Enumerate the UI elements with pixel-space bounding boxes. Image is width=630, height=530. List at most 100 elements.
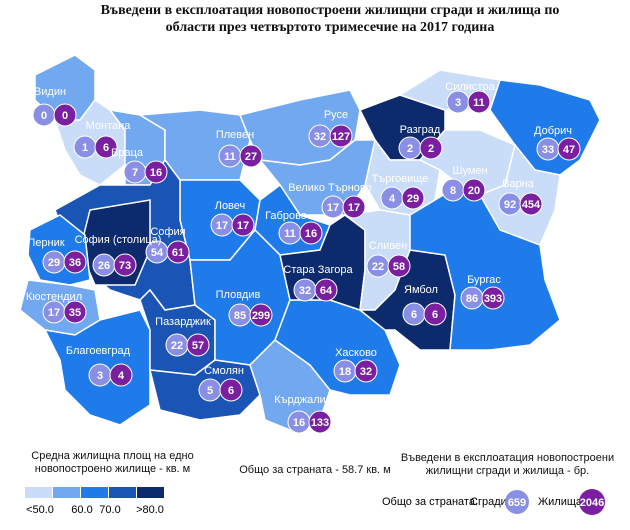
title: Въведени в експлоатация новопостроени жи…: [100, 3, 560, 35]
dwellings-count: 20: [468, 185, 480, 197]
dwellings-bubble: [354, 359, 378, 383]
dwellings-count: 2: [428, 143, 434, 155]
buildings-count: 54: [151, 247, 164, 259]
region-label: Сливен: [369, 240, 407, 252]
dwellings-count: 64: [320, 285, 333, 297]
buildings-count: 11: [224, 151, 236, 163]
dwellings-count: 58: [393, 261, 405, 273]
buildings-count: 6: [411, 309, 417, 321]
dwellings-bubble: [462, 178, 486, 202]
region-label: Велико Търново: [288, 182, 372, 194]
buildings-count: 0: [41, 110, 47, 122]
buildings-count: 17: [327, 202, 339, 214]
dwellings-count: 47: [563, 144, 575, 156]
region-label: Бургас: [467, 274, 501, 286]
dwellings-count: 127: [332, 131, 350, 143]
buildings-count: 3: [97, 370, 103, 382]
dwellings-bubble: [519, 192, 543, 216]
buildings-count: 8: [450, 185, 456, 197]
dwellings-count: 16: [150, 167, 162, 179]
dwellings-count: 6: [432, 309, 438, 321]
legend-label: 60.0: [71, 504, 92, 516]
region-label: Благоевград: [66, 345, 131, 357]
dwellings-bubble: [308, 410, 332, 434]
region-label: Монтана: [86, 120, 132, 132]
buildings-count: 26: [98, 260, 110, 272]
dwellings-bubble: [419, 136, 443, 160]
dwellings-bubble: [401, 186, 425, 210]
buildings-count: 1: [82, 142, 88, 154]
dwellings-total-bubble: [579, 489, 605, 515]
dwellings-count: 11: [473, 97, 485, 109]
buildings-count: 4: [389, 193, 396, 205]
region-label: Кюстендил: [26, 291, 82, 303]
dwellings-bubble: [299, 221, 323, 245]
region-label: Ловеч: [215, 200, 246, 212]
region-label: Смолян: [204, 365, 244, 377]
dwellings-bubble: [63, 250, 87, 274]
buildings-count: 16: [293, 417, 305, 429]
region-label: Стара Загора: [283, 264, 353, 276]
total-label: Общо за страната:: [382, 496, 478, 508]
dwellings-bubble: [219, 378, 243, 402]
dwellings-bubble: [314, 278, 338, 302]
region-label: Ямбол: [404, 284, 438, 296]
legend-swatch: [53, 487, 80, 498]
dwellings-bubble: [342, 195, 366, 219]
legend-label: >80.0: [136, 504, 164, 516]
dwellings-count: 393: [484, 293, 502, 305]
buildings-count: 7: [132, 167, 138, 179]
buildings-count: 22: [372, 261, 384, 273]
buildings-count: 2: [407, 143, 413, 155]
dwellings-bubble: [113, 253, 137, 277]
buildings-count: 32: [299, 285, 311, 297]
buildings-count: 32: [314, 131, 326, 143]
dwellings-bubble: [329, 124, 353, 148]
legend-swatch: [137, 487, 164, 498]
dwellings-count: 299: [252, 310, 270, 322]
dwellings-count: 16: [305, 228, 317, 240]
dwellings-total: 2046: [580, 497, 604, 509]
buildings-count: 11: [284, 228, 296, 240]
dwellings-count: 35: [69, 307, 81, 319]
dwellings-label: Жилища: [538, 496, 583, 508]
buildings-count: 92: [504, 199, 516, 211]
dwellings-count: 36: [69, 257, 81, 269]
legend-swatch: [109, 487, 136, 498]
legend-label: <50.0: [26, 504, 54, 516]
dwellings-bubble: [423, 302, 447, 326]
region-label: Плевен: [216, 129, 254, 141]
buildings-count: 18: [339, 366, 351, 378]
dwellings-bubble: [109, 363, 133, 387]
buildings-count: 3: [455, 97, 461, 109]
buildings-count: 86: [466, 293, 478, 305]
dwellings-count: 17: [348, 202, 360, 214]
dwellings-count: 6: [228, 385, 234, 397]
dwellings-bubble: [186, 333, 210, 357]
buildings-total-bubble: [505, 490, 529, 514]
dwellings-bubble: [387, 254, 411, 278]
region-label: Шумен: [452, 165, 487, 177]
region-label: Габрово: [265, 210, 307, 222]
region-label: Кърджали: [274, 394, 326, 406]
dwellings-count: 29: [407, 193, 419, 205]
dwellings-bubble: [481, 286, 505, 310]
buildings-label: Сгради: [470, 496, 507, 508]
buildings-count: 29: [48, 257, 60, 269]
buildings-total: 659: [508, 497, 526, 509]
region-label: Разград: [400, 124, 441, 136]
legend-label: 70.0: [99, 504, 120, 516]
region-label: Търговище: [372, 173, 429, 185]
dwellings-count: 454: [522, 199, 541, 211]
dwellings-count: 32: [360, 366, 372, 378]
buildings-count: 85: [234, 310, 246, 322]
region-label: София: [150, 226, 185, 238]
buildings-count: 33: [542, 144, 554, 156]
dwellings-count: 0: [62, 110, 68, 122]
buildings-count: 17: [48, 307, 60, 319]
region-label: Русе: [324, 109, 348, 121]
dwellings-count: 133: [311, 417, 329, 429]
dwellings-bubble: [249, 303, 273, 327]
